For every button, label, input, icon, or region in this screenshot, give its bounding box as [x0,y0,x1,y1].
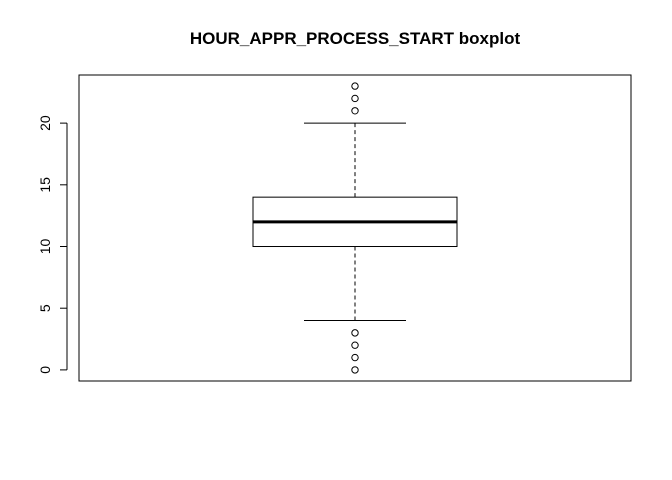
y-tick-label: 5 [37,304,53,312]
chart-title: HOUR_APPR_PROCESS_START boxplot [189,29,521,48]
outlier-point [351,353,359,362]
y-tick-label: 10 [37,239,53,255]
y-tick-label: 20 [37,115,53,131]
outlier-point [351,329,359,337]
outlier-group [351,82,359,374]
y-axis: 0 5 10 15 20 [37,115,68,374]
outlier-point [351,366,359,374]
outlier-point [351,341,359,349]
outlier-point [351,94,359,103]
box-group [252,122,458,322]
y-tick-label: 15 [37,177,53,193]
outlier-point [351,107,359,115]
plot-frame [78,74,632,382]
outlier-point [351,82,359,90]
y-tick-label: 0 [37,366,53,374]
